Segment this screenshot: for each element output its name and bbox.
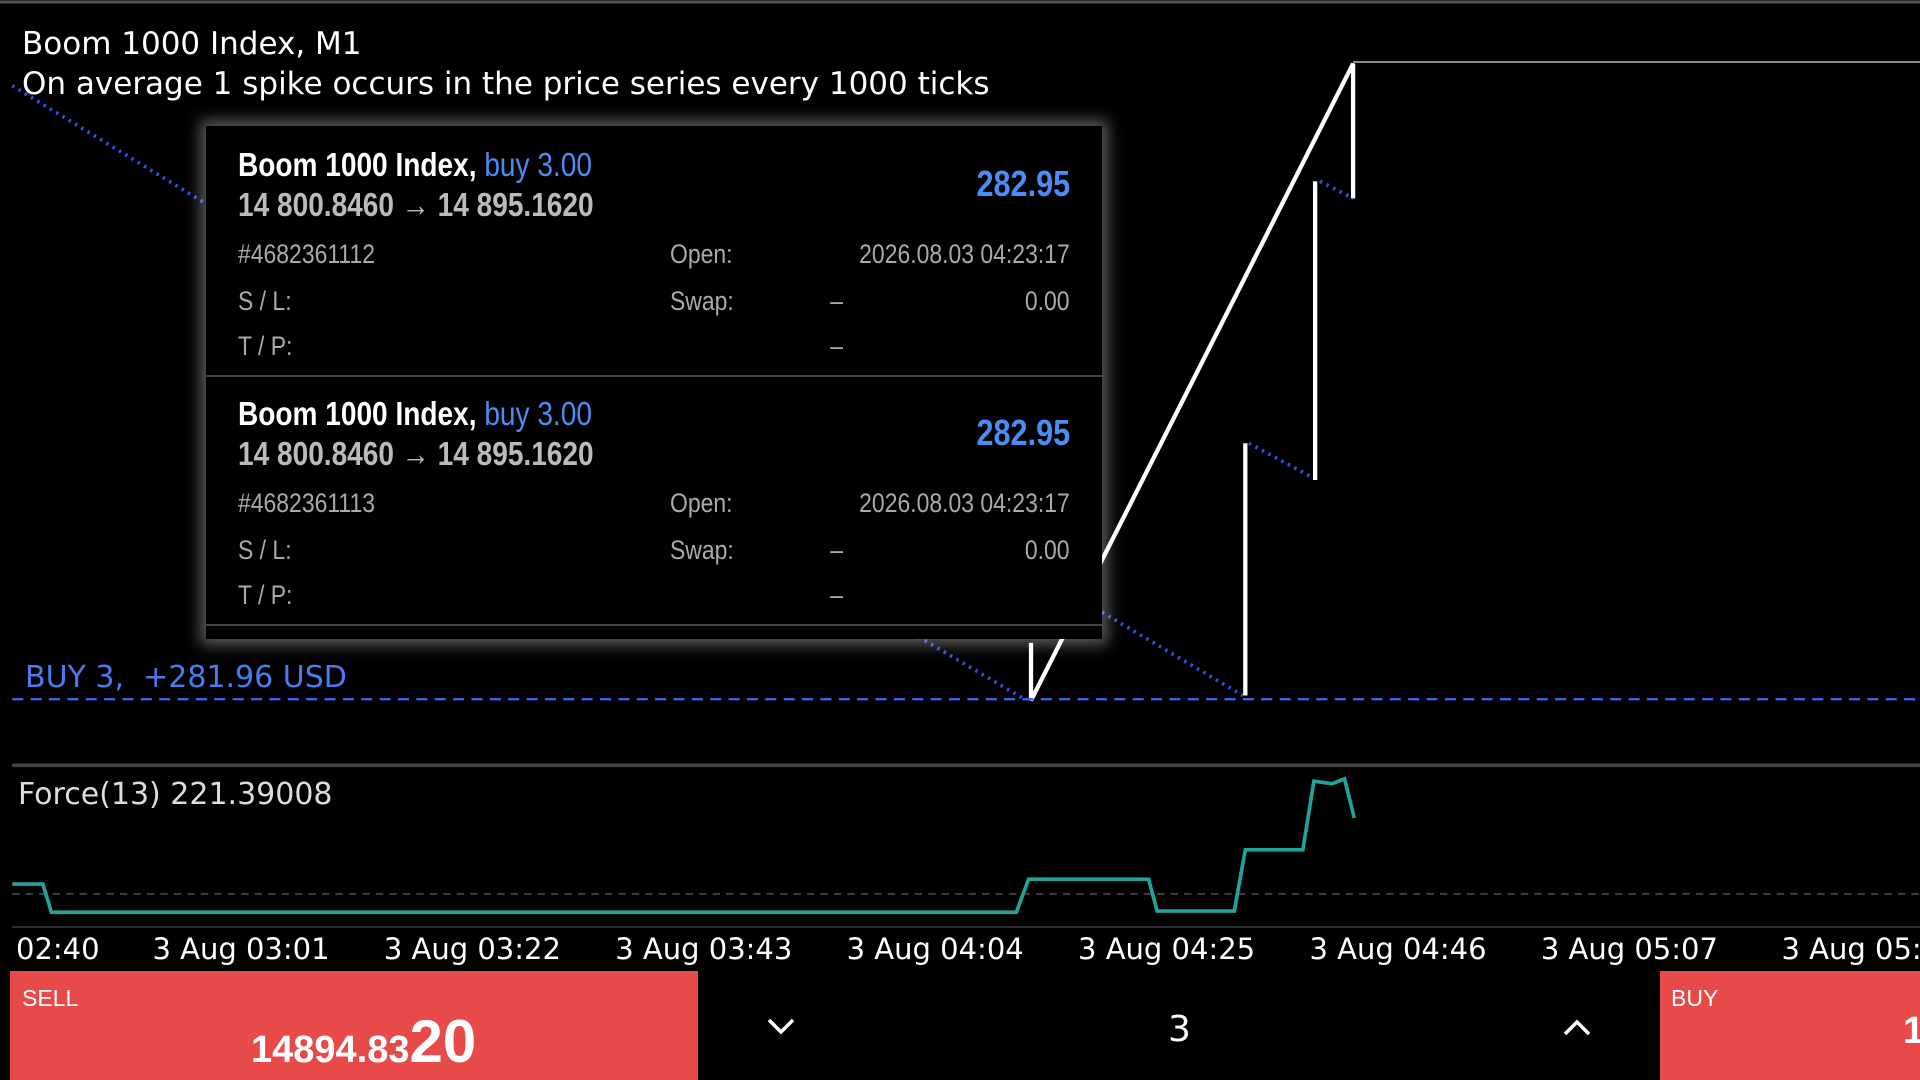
tp-label: T / P:: [238, 331, 293, 361]
dotted-segment: [917, 635, 1024, 700]
time-label: 02:40: [16, 932, 100, 966]
sell-price-big: 20: [409, 1008, 477, 1075]
open-label: Open:: [670, 488, 733, 518]
volume[interactable]: 3: [1168, 1009, 1191, 1050]
dotted-segment: [1319, 179, 1354, 200]
open-label: Open:: [670, 239, 733, 269]
position-header: Boom 1000 Index, buy 3.00: [238, 148, 592, 181]
position-entry[interactable]: Boom 1000 Index, buy 3.00 14 800.8460 → 1…: [206, 375, 1102, 626]
price-segment: [1028, 62, 1356, 702]
sell-price: 14894.8320: [251, 1012, 476, 1072]
chart-subtitle: On average 1 spike occurs in the price s…: [22, 66, 990, 102]
time-label: 3 Aug 04:04: [846, 932, 1024, 966]
swap-label: Swap:: [670, 286, 734, 316]
positions-popup: Boom 1000 Index, buy 3.00 14 800.8460 → 1…: [206, 126, 1102, 639]
ticket: #4682361112: [238, 239, 375, 269]
profit: 282.95: [976, 163, 1070, 204]
sell-label: SELL: [22, 985, 79, 1011]
dotted-series: [11, 84, 1354, 700]
time-label: 3 Aug 04:25: [1078, 932, 1256, 966]
side: buy 3.00: [484, 146, 592, 183]
sl: –: [830, 286, 843, 316]
dotted-segment: [1101, 610, 1244, 698]
open-time: 2026.08.03 04:23:17: [859, 488, 1070, 518]
position-entry[interactable]: Boom 1000 Index, buy 3.00 14 800.8460 → 1…: [206, 126, 1102, 377]
price-chart: [11, 62, 1920, 928]
time-label: 3 Aug 04:46: [1309, 932, 1487, 966]
sell-price-main: 14894.83: [251, 1029, 410, 1071]
indicator-label: Force(13) 221.39008: [18, 777, 333, 812]
buy-price: 1: [1903, 1010, 1920, 1052]
tp: –: [830, 580, 843, 610]
symbol: Boom 1000 Index,: [238, 146, 477, 183]
position-header: Boom 1000 Index, buy 3.00: [238, 397, 592, 430]
position-label: BUY 3, +281.96 USD: [25, 660, 347, 695]
symbol: Boom 1000 Index,: [238, 395, 477, 432]
time-label: 3 Aug 05:2: [1781, 932, 1920, 966]
swap: 0.00: [1025, 535, 1070, 565]
dotted-segment: [11, 84, 205, 204]
buy-label: BUY: [1671, 985, 1719, 1011]
sl-label: S / L:: [238, 286, 292, 316]
tp-label: T / P:: [238, 580, 293, 610]
ticket: #4682361113: [238, 488, 375, 518]
force-line: [12, 776, 1357, 915]
profit: 282.95: [976, 412, 1070, 453]
prices: 14 800.8460 → 14 895.1620: [238, 435, 594, 472]
sl-label: S / L:: [238, 535, 292, 565]
sl: –: [830, 535, 843, 565]
chart-title: Boom 1000 Index, M1: [22, 26, 362, 62]
time-label: 3 Aug 03:22: [383, 932, 561, 966]
side: buy 3.00: [484, 395, 592, 432]
swap-label: Swap:: [670, 535, 734, 565]
dotted-segment: [1248, 441, 1314, 480]
time-label: 3 Aug 03:01: [152, 932, 330, 966]
prices: 14 800.8460 → 14 895.1620: [238, 186, 594, 223]
buy-button[interactable]: BUY 1: [1660, 971, 1920, 1080]
sell-button[interactable]: SELL 14894.8320: [10, 971, 698, 1080]
time-label: 3 Aug 05:07: [1540, 932, 1718, 966]
price-line: [1028, 62, 1356, 702]
swap: 0.00: [1025, 286, 1070, 316]
open-time: 2026.08.03 04:23:17: [859, 239, 1070, 269]
time-label: 3 Aug 03:43: [615, 932, 793, 966]
tp: –: [830, 331, 843, 361]
